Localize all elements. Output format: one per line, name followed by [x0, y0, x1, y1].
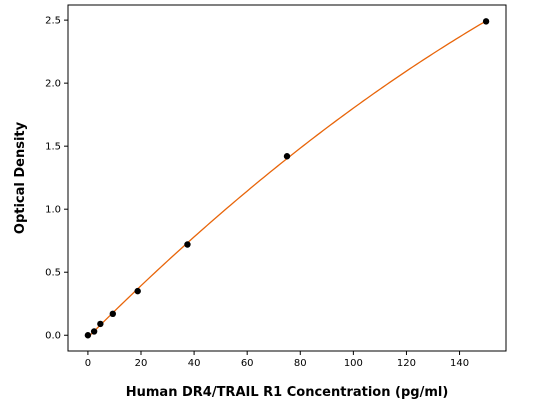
data-point: [482, 18, 490, 25]
x-axis-title: Human DR4/TRAIL R1 Concentration (pg/ml): [126, 385, 449, 400]
y-tick-label: 1.5: [45, 142, 61, 153]
data-point: [84, 332, 92, 339]
y-axis-ticks: 0.0 0.5 1.0 1.5 2.0 2.5: [45, 16, 68, 342]
y-axis-title: Optical Density: [13, 121, 28, 234]
x-tick-label: 80: [294, 358, 307, 369]
x-tick-label: 40: [188, 358, 201, 369]
plot-frame: [67, 4, 507, 352]
data-point: [184, 241, 191, 248]
y-tick-label: 0.5: [45, 268, 61, 279]
x-tick-label: 60: [241, 358, 254, 369]
x-tick-label: 140: [450, 358, 469, 369]
data-point: [283, 153, 291, 160]
x-tick-label: 0: [85, 358, 91, 369]
fit-curve: [87, 20, 487, 338]
data-points: [84, 18, 490, 339]
y-tick-label: 1.0: [45, 205, 61, 216]
data-point: [134, 287, 141, 295]
x-axis-ticks: 0 20 40 60 80 100 120 140: [85, 351, 469, 369]
y-tick-label: 2.0: [45, 79, 61, 90]
data-point: [109, 310, 117, 318]
data-point: [97, 320, 104, 328]
x-tick-label: 100: [344, 358, 363, 369]
x-tick-label: 120: [397, 358, 416, 369]
y-tick-label: 2.5: [45, 16, 61, 27]
x-tick-label: 20: [135, 358, 148, 369]
data-point: [90, 328, 98, 335]
y-tick-label: 0.0: [45, 331, 61, 342]
